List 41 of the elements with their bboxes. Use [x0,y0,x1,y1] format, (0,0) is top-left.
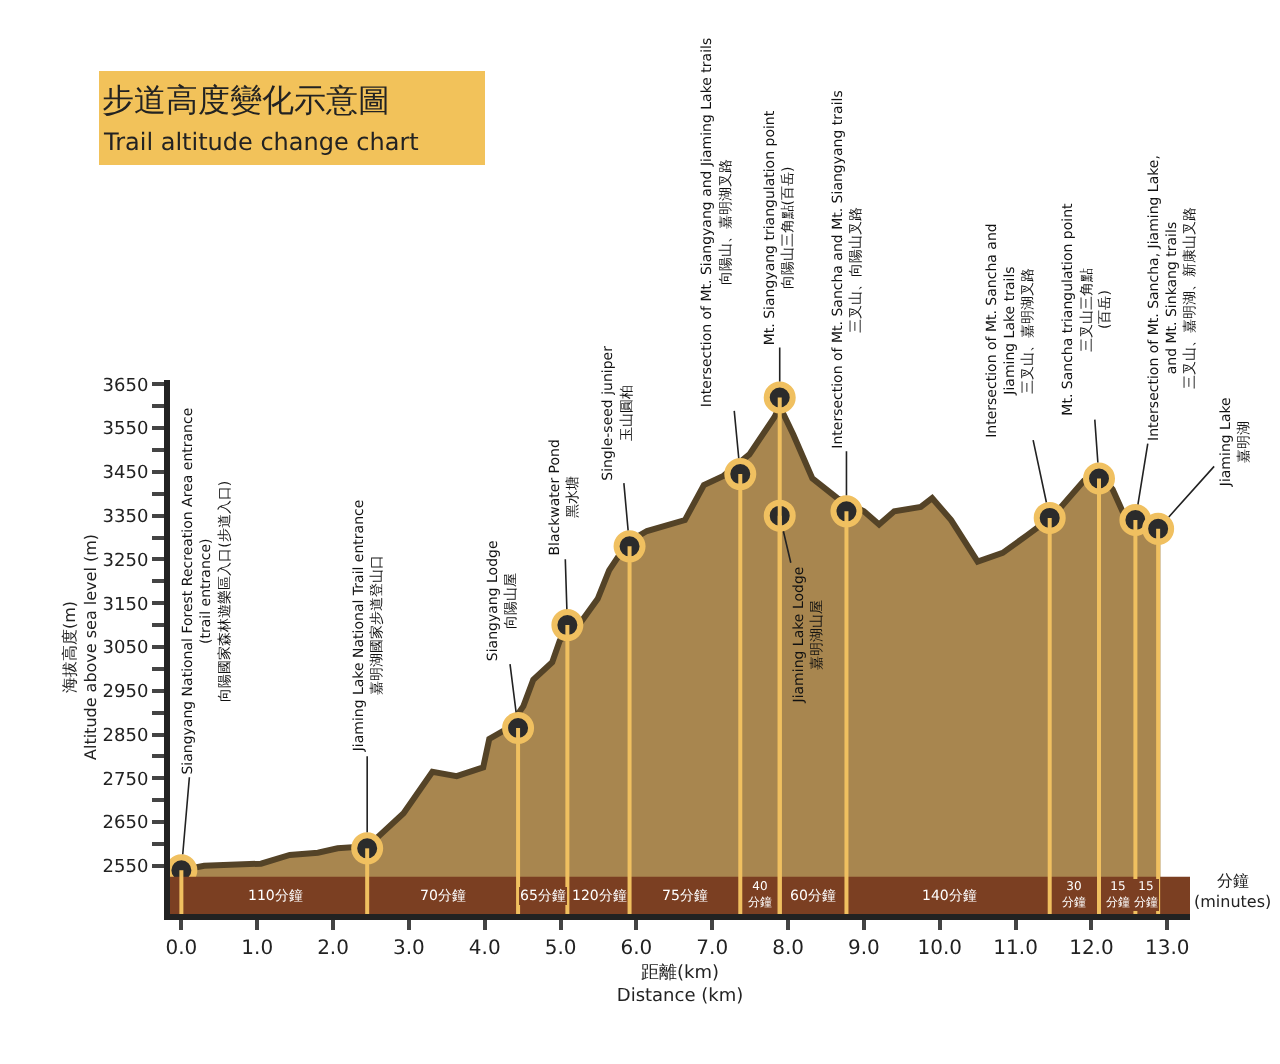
x-tick-label: 12.0 [1069,938,1114,960]
y-tick-label: 3150 [102,595,149,616]
point [763,381,796,414]
y-tick-label: 2750 [102,770,149,791]
y-axis-title: 海拔高度(m) Altitude above sea level (m) [61,533,100,761]
y-tick-label: 2650 [102,814,149,835]
chart-title: 步道高度變化示意圖 [102,81,390,119]
x-tick-label: 8.0 [772,938,804,960]
y-tick-label: 2550 [102,858,149,879]
point [1083,462,1115,495]
x-tick-label: 10.0 [917,938,963,960]
x-tick-label: 3.0 [392,938,425,960]
x-tick-label: 5.0 [544,938,577,960]
x-tick-label: 6.0 [620,938,653,960]
x-tick-label: 7.0 [696,938,729,960]
y-tick-label: 2950 [102,683,149,704]
x-tick-label: 1.0 [241,938,274,960]
point [351,832,384,865]
y-tick-label: 3350 [102,507,149,528]
x-tick-label: 11.0 [993,938,1038,960]
x-tick-label: 13.0 [1144,938,1190,960]
point [502,711,535,744]
point [1033,501,1066,534]
text: 分鐘 (minutes) [1194,872,1272,911]
y-tick-label: 3050 [102,639,149,660]
point [551,609,584,642]
y-tick-label: 3650 [102,376,149,397]
point [724,458,757,491]
x-axis-title: 距離(km) Distance (km) [616,961,744,1007]
chart-subtitle: Trail altitude change chart [102,128,420,156]
x-tick-label: 2.0 [317,938,349,960]
point [830,495,863,528]
y-tick-label: 3550 [102,420,149,441]
point [1142,512,1175,545]
x-tick-label: 4.0 [468,938,501,960]
y-tick-label: 3450 [102,464,149,485]
x-tick-label: 9.0 [847,938,880,960]
y-tick-label: 2850 [102,726,149,747]
x-tick-label: 0.0 [165,938,198,960]
y-tick-label: 3250 [102,551,149,572]
point [613,530,646,563]
